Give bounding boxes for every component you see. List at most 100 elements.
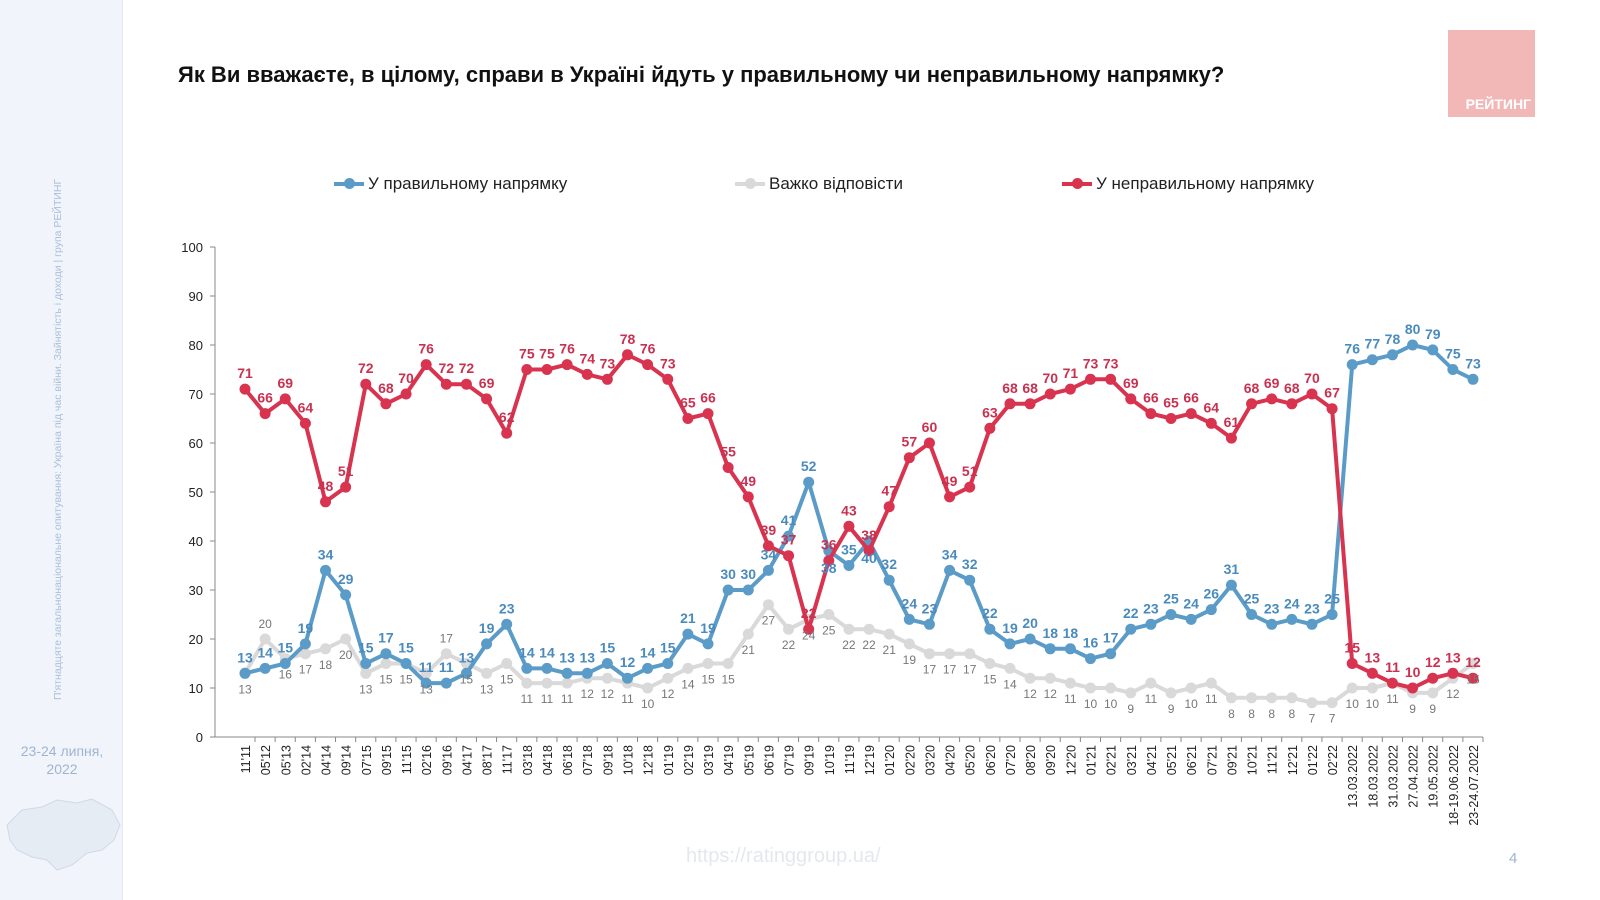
data-point bbox=[501, 658, 513, 669]
data-label: 41 bbox=[781, 512, 797, 528]
data-label: 69 bbox=[1264, 375, 1280, 391]
x-tick-label: 11'17 bbox=[501, 745, 515, 774]
data-label: 24 bbox=[802, 628, 816, 642]
data-point bbox=[460, 667, 472, 679]
data-label: 70 bbox=[1042, 370, 1058, 386]
data-point bbox=[440, 378, 452, 390]
y-tick-label: 70 bbox=[189, 387, 203, 402]
data-label: 32 bbox=[962, 556, 978, 572]
data-point bbox=[1427, 344, 1439, 356]
data-point bbox=[440, 677, 452, 689]
data-point bbox=[642, 359, 654, 371]
data-label: 64 bbox=[1204, 399, 1220, 415]
data-label: 75 bbox=[519, 346, 535, 362]
data-point bbox=[1205, 677, 1217, 689]
data-point bbox=[299, 417, 311, 429]
data-label: 23 bbox=[499, 600, 515, 616]
data-point bbox=[702, 408, 714, 420]
data-point bbox=[722, 584, 734, 596]
data-point bbox=[621, 672, 633, 684]
x-tick-label: 09'14 bbox=[340, 745, 354, 775]
data-point bbox=[923, 437, 935, 449]
data-label: 11 bbox=[1205, 692, 1218, 706]
data-point bbox=[742, 491, 754, 503]
data-point bbox=[682, 628, 694, 640]
data-label: 13 bbox=[420, 682, 434, 696]
data-point bbox=[1024, 672, 1036, 684]
data-point bbox=[1064, 677, 1076, 689]
data-label: 13 bbox=[238, 682, 252, 696]
data-point bbox=[783, 530, 795, 542]
data-label: 19 bbox=[479, 620, 495, 636]
data-label: 13 bbox=[1365, 649, 1381, 665]
data-point bbox=[1366, 667, 1378, 679]
data-point bbox=[1085, 682, 1097, 694]
website-url[interactable]: https://ratinggroup.ua/ bbox=[686, 845, 881, 867]
data-label: 73 bbox=[1103, 355, 1119, 371]
data-point bbox=[259, 408, 271, 420]
x-tick-label: 12'20 bbox=[1064, 745, 1078, 775]
data-label: 10 bbox=[1366, 697, 1380, 711]
data-label: 55 bbox=[720, 444, 736, 460]
data-label: 20 bbox=[1022, 615, 1038, 631]
x-tick-label: 18-19.06.2022 bbox=[1447, 745, 1461, 826]
x-tick-label: 03'18 bbox=[521, 745, 535, 775]
data-label: 15 bbox=[358, 640, 374, 656]
data-label: 10 bbox=[1084, 697, 1098, 711]
data-label: 69 bbox=[479, 375, 495, 391]
x-tick-label: 09'18 bbox=[601, 745, 615, 775]
data-point bbox=[964, 481, 976, 493]
ukraine-map-icon bbox=[6, 798, 121, 871]
x-tick-label: 02'21 bbox=[1105, 745, 1119, 775]
x-tick-label: 07'15 bbox=[360, 745, 374, 775]
data-point bbox=[662, 373, 674, 385]
data-point bbox=[984, 623, 996, 635]
data-point bbox=[662, 672, 674, 684]
data-label: 12 bbox=[601, 687, 615, 701]
data-label: 34 bbox=[761, 546, 777, 562]
data-label: 30 bbox=[720, 566, 736, 582]
data-label: 12 bbox=[581, 687, 595, 701]
data-label: 49 bbox=[740, 473, 756, 489]
data-label: 49 bbox=[942, 473, 958, 489]
data-label: 15 bbox=[460, 673, 474, 687]
x-tick-label: 06'18 bbox=[561, 745, 575, 775]
data-label: 78 bbox=[1385, 331, 1401, 347]
x-tick-label: 09'19 bbox=[803, 745, 817, 775]
x-tick-label: 01'20 bbox=[883, 745, 897, 775]
x-tick-label: 09'20 bbox=[1044, 745, 1058, 775]
data-label: 15 bbox=[983, 673, 997, 687]
data-label: 15 bbox=[277, 640, 293, 656]
data-point bbox=[239, 383, 251, 395]
data-point bbox=[299, 638, 311, 650]
data-label: 23 bbox=[922, 600, 938, 616]
data-point bbox=[944, 648, 956, 660]
data-point bbox=[481, 393, 493, 405]
data-label: 72 bbox=[439, 360, 455, 376]
data-label: 74 bbox=[579, 350, 595, 366]
data-label: 73 bbox=[600, 355, 616, 371]
x-tick-label: 04'17 bbox=[460, 745, 474, 775]
data-point bbox=[1004, 638, 1016, 650]
data-label: 29 bbox=[338, 571, 354, 587]
data-point bbox=[1165, 413, 1177, 424]
data-point bbox=[561, 667, 573, 679]
legend-item-hard-to-say: Важко відповісти bbox=[735, 174, 903, 194]
data-label: 20 bbox=[339, 648, 353, 662]
data-point bbox=[1246, 609, 1258, 620]
x-tick-label: 03'20 bbox=[923, 745, 937, 775]
data-point bbox=[1125, 393, 1137, 405]
data-label: 65 bbox=[680, 395, 696, 411]
y-tick-label: 60 bbox=[189, 436, 203, 451]
data-label: 15 bbox=[721, 673, 735, 687]
data-point bbox=[360, 378, 372, 390]
data-label: 15 bbox=[379, 673, 393, 687]
data-label: 51 bbox=[962, 463, 978, 479]
x-tick-label: 08'20 bbox=[1024, 745, 1038, 775]
data-point bbox=[1306, 618, 1318, 630]
data-label: 73 bbox=[660, 355, 676, 371]
data-label: 23 bbox=[1143, 600, 1159, 616]
data-point bbox=[1165, 609, 1177, 620]
data-label: 9 bbox=[1168, 702, 1175, 716]
data-label: 48 bbox=[318, 478, 334, 494]
